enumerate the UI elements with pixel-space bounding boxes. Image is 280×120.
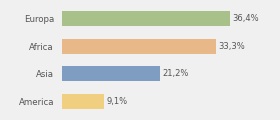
Text: 36,4%: 36,4% xyxy=(232,14,259,23)
Text: 21,2%: 21,2% xyxy=(162,69,188,78)
Text: 9,1%: 9,1% xyxy=(106,97,127,106)
Text: 33,3%: 33,3% xyxy=(218,42,245,51)
Bar xyxy=(62,66,160,81)
Bar xyxy=(62,11,230,26)
Bar xyxy=(62,39,216,54)
Bar xyxy=(62,94,104,109)
